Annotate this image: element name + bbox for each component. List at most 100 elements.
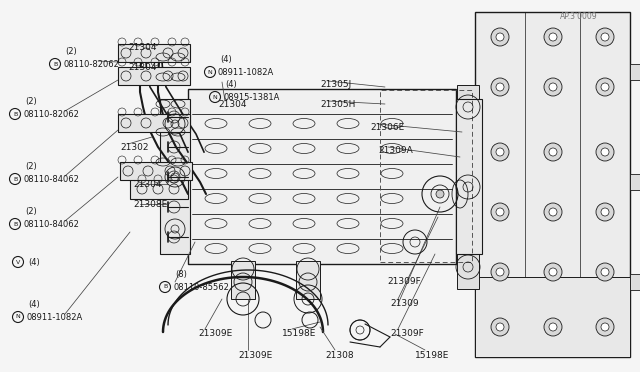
- Circle shape: [549, 33, 557, 41]
- Circle shape: [601, 208, 609, 216]
- Text: B: B: [163, 285, 167, 289]
- Text: 08110-84062: 08110-84062: [23, 174, 79, 183]
- Bar: [456, 99, 482, 254]
- Text: (4): (4): [225, 80, 237, 89]
- Bar: [630, 274, 640, 290]
- Circle shape: [596, 143, 614, 161]
- Text: 08110-82062: 08110-82062: [63, 60, 119, 68]
- Bar: [457, 165, 479, 209]
- Bar: [231, 261, 255, 299]
- Circle shape: [596, 263, 614, 281]
- Text: B: B: [13, 221, 17, 227]
- Circle shape: [496, 33, 504, 41]
- Circle shape: [596, 28, 614, 46]
- Text: 21309E: 21309E: [238, 350, 272, 359]
- Circle shape: [549, 208, 557, 216]
- Bar: [457, 245, 479, 289]
- Text: N: N: [212, 94, 218, 99]
- Circle shape: [601, 268, 609, 276]
- Circle shape: [596, 78, 614, 96]
- Bar: [188, 89, 456, 264]
- Bar: [475, 277, 630, 357]
- Circle shape: [544, 318, 562, 336]
- Text: B: B: [53, 61, 57, 67]
- Circle shape: [596, 318, 614, 336]
- Circle shape: [549, 148, 557, 156]
- Bar: [118, 67, 190, 85]
- Bar: [630, 64, 640, 80]
- Text: N: N: [207, 70, 212, 74]
- Text: 21308: 21308: [325, 350, 354, 359]
- Text: 21309E: 21309E: [198, 330, 232, 339]
- Circle shape: [544, 78, 562, 96]
- Circle shape: [496, 208, 504, 216]
- Bar: [630, 174, 640, 190]
- Circle shape: [491, 203, 509, 221]
- Text: 08110-84062: 08110-84062: [23, 219, 79, 228]
- Text: (2): (2): [25, 161, 36, 170]
- Text: 21304: 21304: [128, 42, 157, 51]
- Bar: [130, 169, 188, 199]
- Text: 21304: 21304: [218, 99, 246, 109]
- Circle shape: [544, 28, 562, 46]
- Text: 21306E: 21306E: [370, 122, 404, 131]
- Text: B: B: [13, 176, 17, 182]
- Text: (2): (2): [25, 206, 36, 215]
- Text: (2): (2): [65, 46, 77, 55]
- Text: 08110-85562: 08110-85562: [173, 282, 229, 292]
- Bar: [118, 114, 190, 132]
- Circle shape: [496, 323, 504, 331]
- Text: (4): (4): [28, 299, 40, 308]
- Bar: [120, 162, 192, 180]
- Text: 21302: 21302: [120, 142, 148, 151]
- Text: (4): (4): [220, 55, 232, 64]
- Circle shape: [491, 78, 509, 96]
- Circle shape: [549, 323, 557, 331]
- Text: 21309A: 21309A: [378, 145, 413, 154]
- Text: 08911-1082A: 08911-1082A: [26, 312, 83, 321]
- Text: AP.3'0009: AP.3'0009: [560, 12, 598, 20]
- Circle shape: [601, 148, 609, 156]
- Text: 21309F: 21309F: [387, 278, 420, 286]
- Circle shape: [496, 148, 504, 156]
- Text: 21305J: 21305J: [320, 80, 351, 89]
- Circle shape: [544, 203, 562, 221]
- Circle shape: [496, 83, 504, 91]
- Circle shape: [491, 263, 509, 281]
- Circle shape: [601, 323, 609, 331]
- Circle shape: [436, 190, 444, 198]
- Text: 21305H: 21305H: [320, 99, 355, 109]
- Circle shape: [601, 83, 609, 91]
- Text: 08915-1381A: 08915-1381A: [223, 93, 280, 102]
- Bar: [160, 99, 190, 254]
- Circle shape: [601, 33, 609, 41]
- Text: 21304: 21304: [133, 180, 161, 189]
- Text: 21304: 21304: [128, 62, 157, 71]
- Circle shape: [491, 143, 509, 161]
- Bar: [118, 44, 190, 62]
- Text: N: N: [15, 314, 20, 320]
- Text: 08110-82062: 08110-82062: [23, 109, 79, 119]
- Circle shape: [549, 83, 557, 91]
- Bar: [475, 12, 630, 357]
- Bar: [457, 85, 479, 129]
- Circle shape: [596, 203, 614, 221]
- Text: (8): (8): [175, 269, 187, 279]
- Text: 21309F: 21309F: [390, 330, 424, 339]
- Text: (2): (2): [25, 96, 36, 106]
- Text: 21309: 21309: [390, 299, 419, 308]
- Circle shape: [496, 268, 504, 276]
- Text: (4): (4): [28, 257, 40, 266]
- Text: 15198E: 15198E: [282, 330, 316, 339]
- Text: 08911-1082A: 08911-1082A: [218, 67, 275, 77]
- Text: V: V: [16, 260, 20, 264]
- Circle shape: [491, 28, 509, 46]
- Text: 21308E: 21308E: [133, 199, 167, 208]
- Bar: [296, 261, 320, 299]
- Circle shape: [549, 268, 557, 276]
- Circle shape: [544, 143, 562, 161]
- Text: 15198E: 15198E: [415, 350, 449, 359]
- Text: B: B: [13, 112, 17, 116]
- Circle shape: [491, 318, 509, 336]
- Circle shape: [544, 263, 562, 281]
